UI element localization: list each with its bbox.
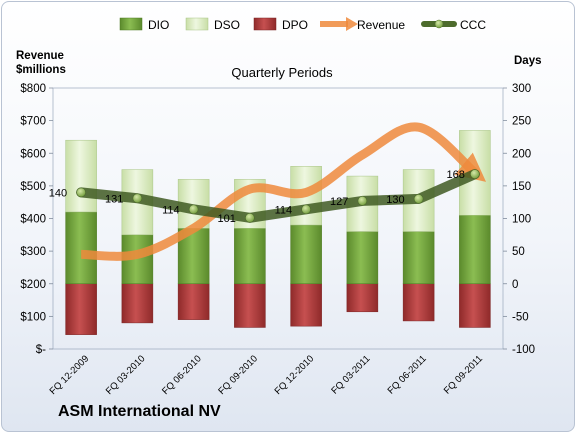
legend-label-dio: DIO [148, 18, 169, 32]
company-name: ASM International NV [58, 403, 221, 420]
bar-dso [65, 139, 97, 213]
bar-dio [290, 224, 322, 284]
ccc-line [76, 169, 480, 223]
legend-swatch-dpo [253, 17, 277, 31]
y-right-tick-label: 50 [512, 246, 525, 258]
y-right-axis: -100 -50 0 50 100 150 200 250 300 [503, 83, 535, 356]
ccc-data-label: 127 [330, 196, 348, 208]
ccc-point [470, 169, 480, 179]
x-tick-label: FQ 06-2010 [160, 353, 204, 397]
revenue-line [80, 122, 487, 261]
y-right-tick-label: 100 [512, 214, 531, 226]
y-right-tick-label: 0 [512, 279, 518, 291]
legend-item-dso: DSO [185, 17, 240, 32]
legend-label-ccc: CCC [460, 18, 486, 32]
ccc-data-label: 131 [105, 193, 123, 205]
bar-dio [346, 231, 379, 285]
x-tick-label: FQ 12-2009 [48, 353, 92, 397]
y-right-tick-label: 300 [512, 83, 531, 95]
bar-dio [234, 228, 266, 285]
bar-dpo [65, 283, 97, 335]
legend-item-dio: DIO [119, 17, 169, 32]
ccc-point [413, 194, 424, 204]
x-tick-label: FQ 03-2011 [329, 353, 372, 396]
legend-marker-ccc [434, 19, 444, 29]
bar-dpo [177, 283, 210, 320]
y-left-tick-label: $400 [20, 214, 46, 226]
ccc-data-label: 140 [49, 187, 67, 199]
y-left-title-line1: Revenue [16, 50, 64, 62]
bar-dpo [402, 283, 435, 322]
bar-dpo [234, 283, 266, 328]
y-right-tick-label: 200 [512, 148, 531, 160]
y-left-tick-label: $200 [20, 279, 46, 291]
ccc-point [357, 196, 368, 206]
ccc-point [132, 193, 143, 204]
bar-dio [402, 231, 435, 285]
bar-dpo [346, 283, 379, 313]
ccc-point [245, 213, 255, 223]
y-left-tick-label: $- [36, 344, 46, 356]
legend-arrow-revenue [346, 17, 358, 31]
x-tick-label: FQ 09-2010 [216, 353, 260, 397]
y-left-title-line2: $millions [16, 64, 66, 76]
revenue-series [80, 122, 487, 261]
bar-dpo [290, 283, 322, 327]
legend-label-dso: DSO [214, 18, 240, 32]
legend-item-revenue: Revenue [320, 17, 405, 32]
ccc-point [188, 204, 199, 215]
ccc-data-label: 114 [162, 204, 180, 216]
x-tick-label: FQ 12-2010 [273, 353, 317, 397]
ccc-data-label: 130 [386, 194, 404, 206]
legend-swatch-dio [119, 17, 143, 31]
bar-dio [459, 214, 491, 284]
y-left-tick-label: $700 [20, 116, 46, 128]
legend-label-dpo: DPO [282, 18, 308, 32]
bar-dio [65, 211, 97, 285]
y-left-tick-label: $500 [20, 181, 46, 193]
x-tick-label: FQ 09-2011 [442, 353, 485, 396]
legend-item-dpo: DPO [253, 17, 308, 32]
y-right-tick-label: 250 [512, 116, 531, 128]
ccc-data-label: 168 [447, 169, 465, 181]
y-left-tick-label: $600 [20, 148, 46, 160]
x-axis-labels: FQ 12-2009 FQ 03-2010 FQ 06-2010 FQ 09-2010… [48, 353, 485, 397]
y-right-title: Days [514, 55, 542, 67]
x-tick-label: FQ 03-2010 [104, 353, 148, 397]
y-left-tick-label: $300 [20, 246, 46, 258]
ccc-point [301, 204, 311, 215]
y-right-tick-label: 150 [512, 181, 531, 193]
bar-series [65, 130, 491, 335]
y-left-axis: $- $100 $200 $300 $400 $500 $600 $700 $800 [20, 83, 53, 356]
legend-label-revenue: Revenue [357, 18, 405, 32]
legend-item-ccc: CCC [421, 18, 486, 32]
ccc-point [76, 187, 86, 198]
y-right-tick-label: -50 [512, 311, 529, 323]
chart-title: Quarterly Periods [231, 65, 333, 80]
y-left-tick-label: $800 [20, 83, 46, 95]
ccc-series: 140 131 114 101 114 127 130 168 [49, 169, 480, 225]
legend-swatch-dso [185, 17, 209, 31]
bar-dpo [121, 283, 154, 324]
y-left-tick-label: $100 [20, 311, 46, 323]
y-right-tick-label: -100 [512, 344, 535, 356]
bar-dpo [459, 283, 491, 328]
ccc-data-label: 114 [275, 204, 293, 216]
x-tick-label: FQ 06-2011 [386, 353, 429, 396]
legend: DIO DSO DPO Revenue CCC [119, 17, 486, 32]
ccc-data-label: 101 [218, 213, 236, 225]
